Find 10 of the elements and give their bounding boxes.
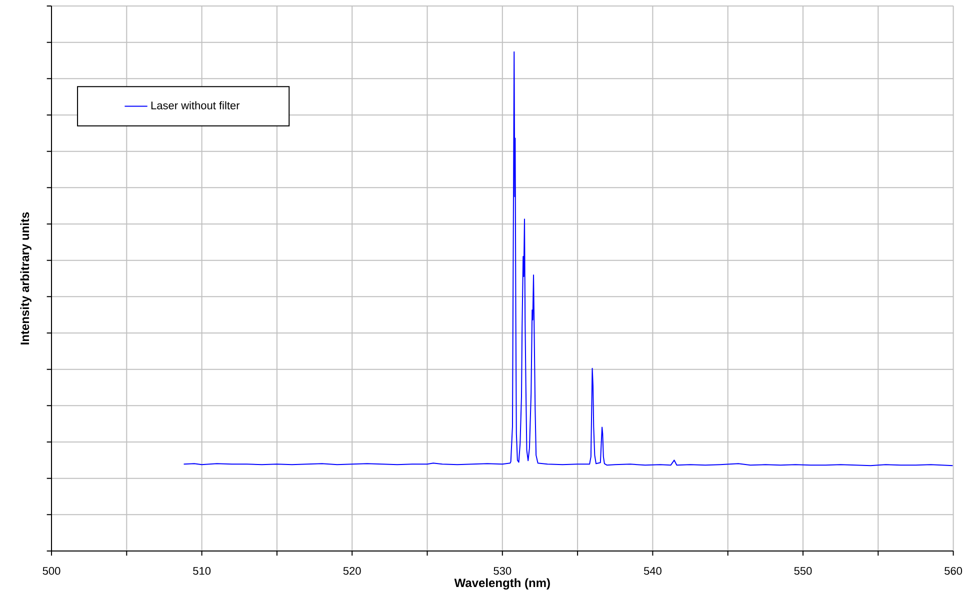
x-tick-label: 550 (794, 566, 812, 575)
y-axis-title: Intensity arbitrary units (20, 212, 32, 344)
x-tick-label: 500 (42, 566, 60, 575)
x-tick-label: 510 (193, 566, 211, 575)
legend-label: Laser without filter (151, 101, 240, 110)
x-tick-label: 520 (343, 566, 361, 575)
x-tick-label: 540 (644, 566, 662, 575)
x-tick-label: 530 (494, 566, 512, 575)
x-axis-title: Wavelength (nm) (454, 578, 550, 590)
x-tick-label: 560 (944, 566, 962, 575)
